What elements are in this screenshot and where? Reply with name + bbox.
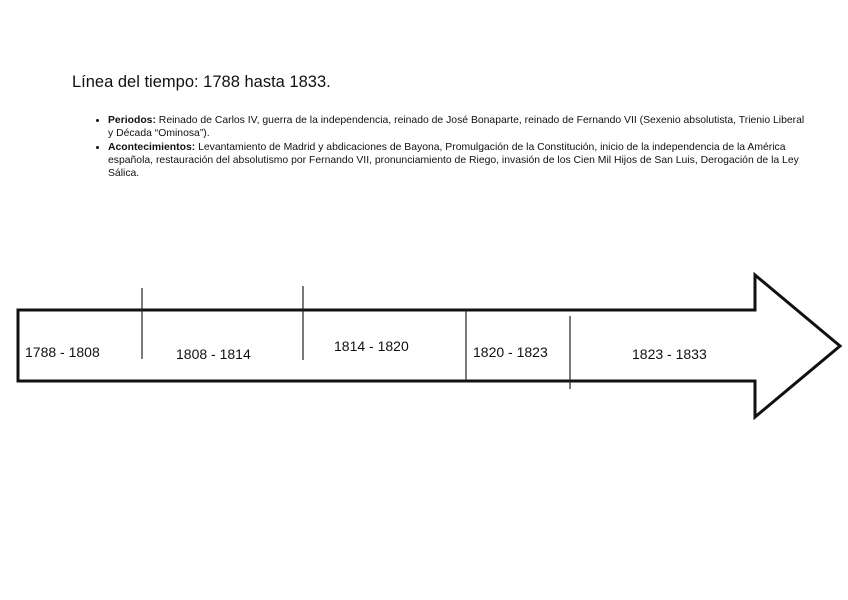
bullet-text: Reinado de Carlos IV, guerra de la indep… — [108, 115, 805, 140]
page-title: Línea del tiempo: 1788 hasta 1833. — [72, 73, 331, 91]
bullet-text: Levantamiento de Madrid y abdicaciones d… — [108, 141, 799, 180]
period-label: 1808 - 1814 — [176, 346, 251, 362]
summary-list: Periodos: Reinado de Carlos IV, guerra d… — [92, 114, 808, 180]
period-label: 1814 - 1820 — [334, 338, 409, 354]
bullet-label: Acontecimientos: — [108, 141, 196, 153]
period-label: 1820 - 1823 — [473, 344, 548, 360]
bullet-label: Periodos: — [108, 115, 156, 126]
period-label: 1823 - 1833 — [632, 346, 707, 362]
list-item-acontecimientos: Acontecimientos: Levantamiento de Madrid… — [108, 141, 808, 181]
timeline-arrow — [16, 271, 843, 421]
period-label: 1788 - 1808 — [25, 344, 100, 360]
list-item-periodos: Periodos: Reinado de Carlos IV, guerra d… — [108, 114, 808, 141]
